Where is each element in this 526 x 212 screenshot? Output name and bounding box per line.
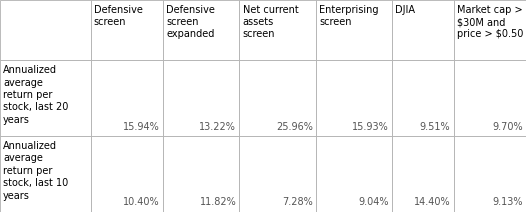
Bar — [316, 60, 392, 136]
Text: 11.82%: 11.82% — [199, 197, 236, 207]
Bar — [0, 0, 90, 60]
Text: 9.04%: 9.04% — [359, 197, 389, 207]
Text: 9.51%: 9.51% — [420, 121, 450, 132]
Bar — [163, 0, 239, 60]
Bar — [163, 136, 239, 212]
Bar — [392, 136, 453, 212]
Bar — [90, 136, 163, 212]
Bar — [239, 60, 316, 136]
Text: 9.70%: 9.70% — [492, 121, 523, 132]
Bar — [453, 0, 526, 60]
Text: 15.94%: 15.94% — [123, 121, 160, 132]
Bar — [453, 60, 526, 136]
Bar — [453, 136, 526, 212]
Text: 15.93%: 15.93% — [352, 121, 389, 132]
Text: 25.96%: 25.96% — [276, 121, 312, 132]
Bar — [239, 136, 316, 212]
Bar — [90, 0, 163, 60]
Bar — [0, 60, 90, 136]
Text: Defensive
screen: Defensive screen — [94, 5, 143, 27]
Bar — [90, 60, 163, 136]
Text: 10.40%: 10.40% — [123, 197, 160, 207]
Text: 13.22%: 13.22% — [199, 121, 236, 132]
Text: Market cap >
$30M and
price > $0.50: Market cap > $30M and price > $0.50 — [457, 5, 523, 39]
Text: Annualized
average
return per
stock, last 10
years: Annualized average return per stock, las… — [3, 141, 68, 201]
Text: 7.28%: 7.28% — [282, 197, 312, 207]
Text: DJIA: DJIA — [396, 5, 416, 15]
Bar — [392, 0, 453, 60]
Text: 14.40%: 14.40% — [414, 197, 450, 207]
Text: 9.13%: 9.13% — [492, 197, 523, 207]
Bar — [392, 60, 453, 136]
Bar — [239, 0, 316, 60]
Text: Annualized
average
return per
stock, last 20
years: Annualized average return per stock, las… — [3, 65, 68, 125]
Bar — [316, 136, 392, 212]
Text: Net current
assets
screen: Net current assets screen — [242, 5, 298, 39]
Text: Enterprising
screen: Enterprising screen — [319, 5, 379, 27]
Text: Defensive
screen
expanded: Defensive screen expanded — [166, 5, 215, 39]
Bar — [0, 136, 90, 212]
Bar — [316, 0, 392, 60]
Bar — [163, 60, 239, 136]
